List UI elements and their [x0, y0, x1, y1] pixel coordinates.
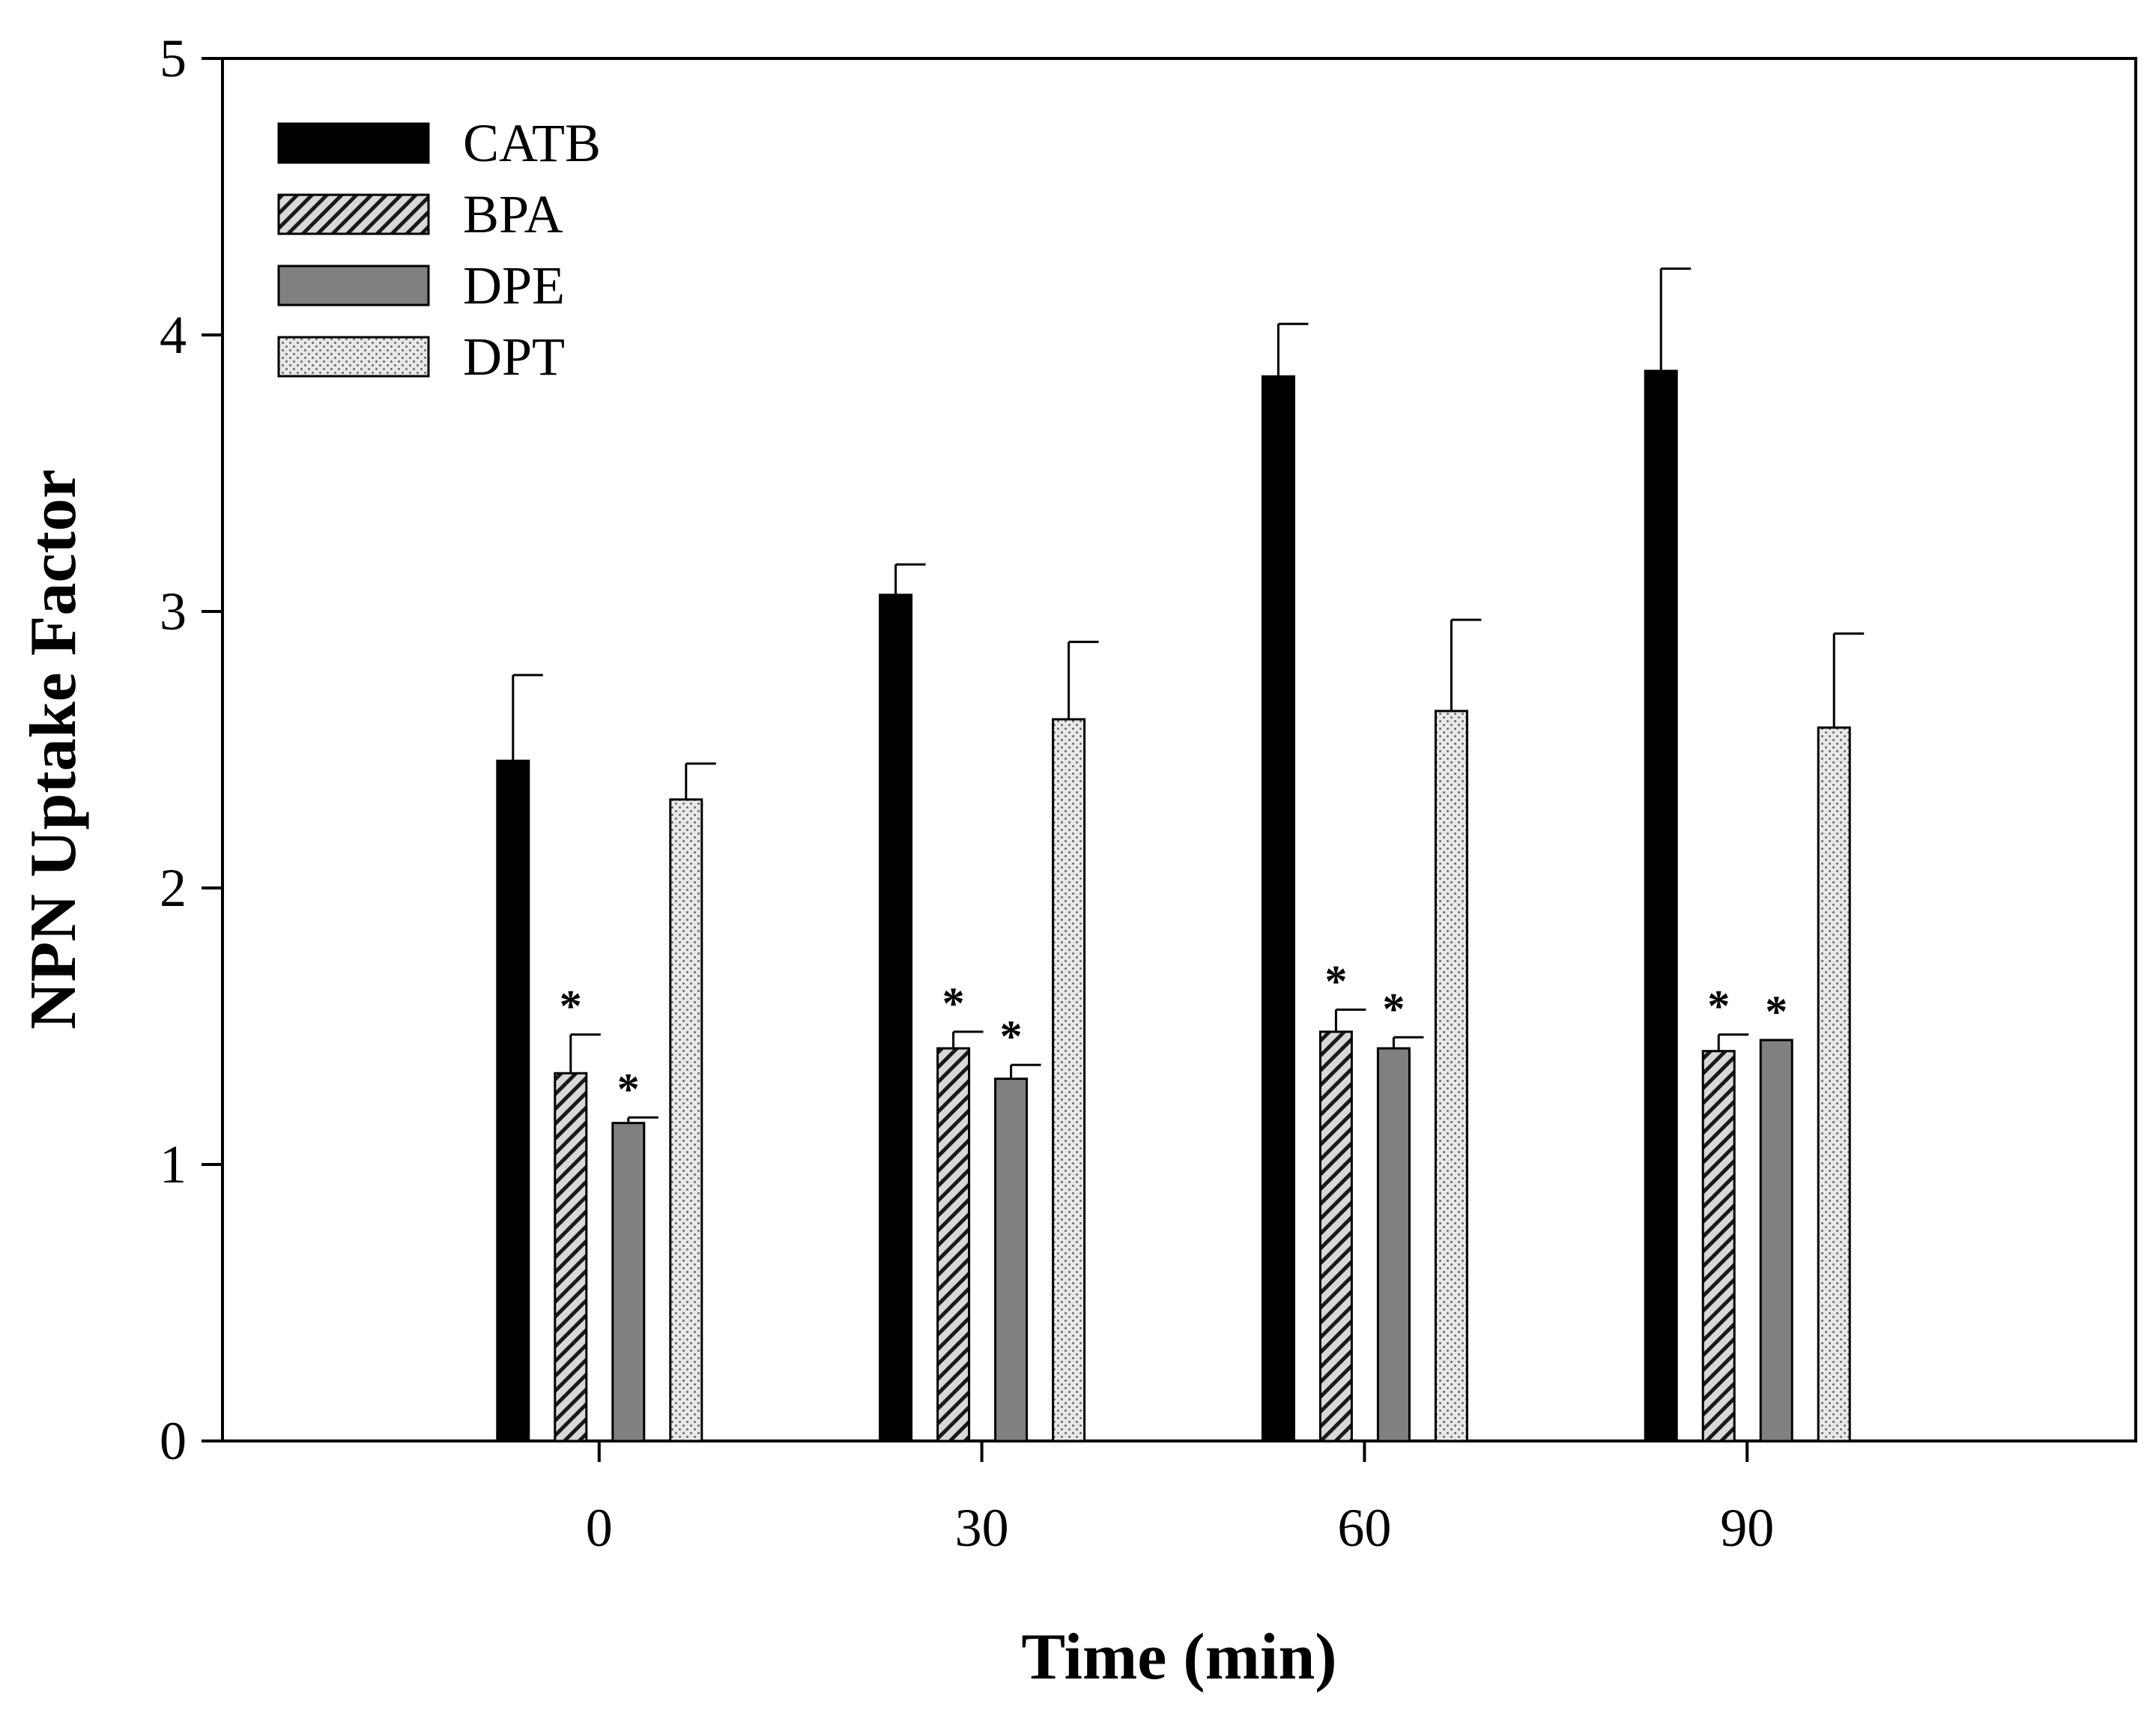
- legend-swatch-bpa: [277, 193, 430, 235]
- x-tick-label: 90: [1720, 1498, 1774, 1558]
- bar-dpt-30: [1052, 718, 1086, 1442]
- sig-marker-bpa-90: *: [1707, 982, 1730, 1031]
- bars: [496, 369, 1851, 1442]
- bar-dpt-90: [1817, 726, 1851, 1442]
- bar-dpe-60: [1376, 1047, 1411, 1442]
- sig-marker-bpa-60: *: [1324, 956, 1347, 1006]
- significance-markers: * * * * * * * *: [560, 956, 1787, 1114]
- y-axis-title: NPN Uptake Factor: [17, 469, 90, 1030]
- y-tick-label: 2: [160, 858, 187, 918]
- y-tick-label: 3: [160, 581, 187, 641]
- bar-catb-0: [496, 759, 530, 1442]
- sig-marker-dpe-90: *: [1765, 987, 1787, 1036]
- x-tick-label: 0: [586, 1498, 613, 1558]
- legend-label-bpa: BPA: [463, 184, 563, 244]
- bar-bpa-0: [554, 1072, 588, 1442]
- bar-bpa-30: [936, 1047, 971, 1442]
- bar-bpa-90: [1701, 1050, 1736, 1442]
- sig-marker-dpe-60: *: [1382, 984, 1405, 1033]
- x-axis: 0 30 60 90: [586, 1441, 1774, 1558]
- legend: CATB BPA DPE DPT: [277, 113, 601, 387]
- bar-catb-60: [1261, 375, 1295, 1442]
- plot-frame: [221, 57, 2137, 1442]
- sig-marker-dpe-0: *: [617, 1064, 640, 1114]
- bar-catb-90: [1644, 369, 1678, 1442]
- error-bars: [512, 267, 1865, 1123]
- bar-dpe-30: [994, 1078, 1029, 1442]
- y-axis: 0 1 2 3 4 5: [160, 28, 222, 1471]
- y-tick-label: 1: [160, 1135, 187, 1194]
- legend-label-dpt: DPT: [463, 327, 565, 387]
- bar-dpt-0: [669, 798, 703, 1442]
- legend-label-dpe: DPE: [463, 256, 565, 315]
- bar-dpe-90: [1759, 1039, 1793, 1442]
- bar-dpt-60: [1434, 710, 1468, 1442]
- x-axis-title: Time (min): [1021, 1621, 1336, 1694]
- x-tick-label: 60: [1337, 1498, 1391, 1558]
- sig-marker-bpa-30: *: [942, 979, 965, 1028]
- y-tick-label: 5: [160, 28, 187, 88]
- sig-marker-dpe-30: *: [1000, 1012, 1023, 1061]
- x-tick-label: 30: [955, 1498, 1009, 1558]
- y-tick-label: 0: [160, 1411, 187, 1471]
- legend-label-catb: CATB: [463, 113, 601, 173]
- y-tick-label: 4: [160, 305, 187, 365]
- legend-swatch-dpe: [277, 265, 430, 306]
- sig-marker-bpa-0: *: [560, 982, 582, 1031]
- legend-swatch-dpt: [277, 336, 430, 378]
- bar-bpa-60: [1318, 1030, 1353, 1442]
- bar-dpe-0: [611, 1122, 646, 1442]
- legend-swatch-catb: [277, 122, 430, 164]
- bar-catb-30: [879, 593, 913, 1442]
